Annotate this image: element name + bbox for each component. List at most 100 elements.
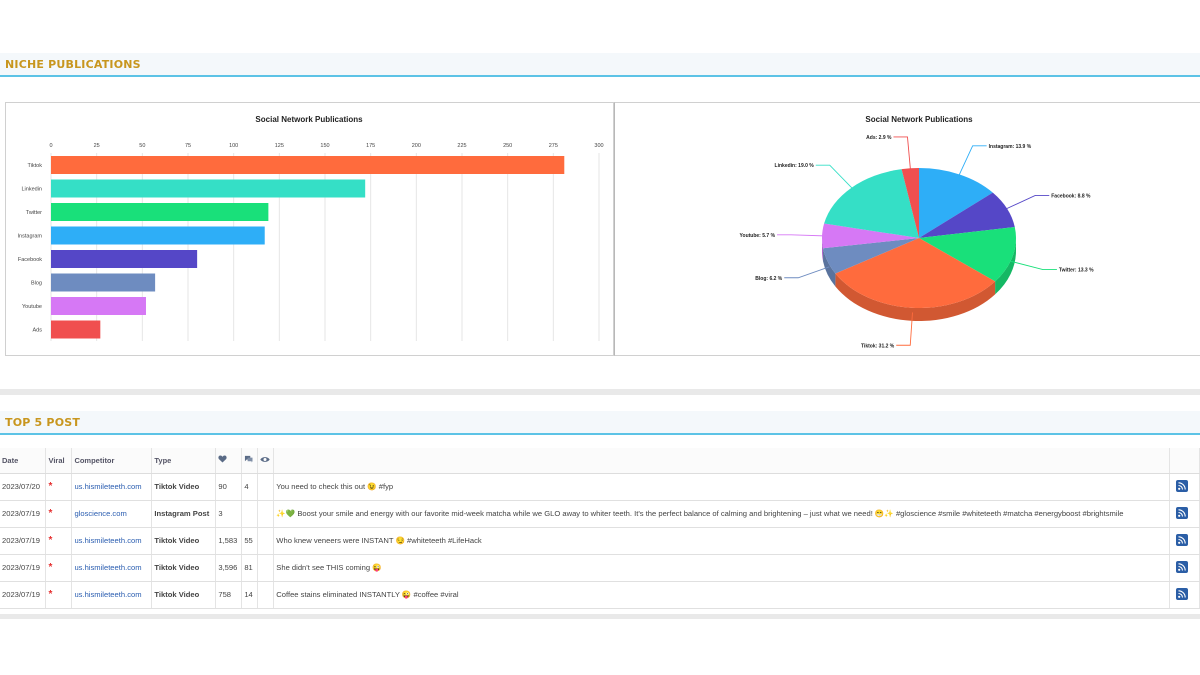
pie-chart: Social Network Publications Instagram: 1…: [740, 115, 1095, 349]
rss-feed-icon[interactable]: [1176, 587, 1189, 600]
col-competitor[interactable]: Competitor: [71, 448, 153, 474]
cell-date-value: 2023/07/19: [2, 563, 41, 572]
pie-label-blog: Blog: 6.2 %: [755, 276, 783, 282]
cell-action: [1169, 581, 1200, 609]
col-type[interactable]: Type: [151, 448, 217, 474]
table-row[interactable]: 2023/07/19 * us.hismileteeth.com Tiktok Vid…: [0, 527, 1200, 555]
cell-comments-value: 14: [244, 590, 253, 599]
cell-action: [1169, 473, 1200, 501]
cell-likes-value: 1,583: [218, 536, 238, 545]
pie-leader-line: [784, 266, 830, 279]
cell-action: [1169, 500, 1200, 528]
section-title-niche: NICHE PUBLICATIONS: [5, 58, 141, 71]
bar-linkedin[interactable]: [51, 179, 366, 198]
cell-comments-value: 4: [244, 482, 249, 491]
pie-slice-instagram[interactable]: [919, 168, 993, 238]
category-label: Ads: [33, 328, 43, 334]
cell-views: [257, 581, 275, 609]
pie-slice-youtube[interactable]: [822, 223, 919, 249]
bar-tiktok[interactable]: [51, 156, 565, 174]
cell-post-text: She didn't see THIS coming 😜: [273, 554, 1171, 582]
bar-blog[interactable]: [51, 273, 156, 292]
cell-likes: 90: [215, 473, 243, 501]
col-likes[interactable]: [215, 448, 243, 474]
pie-leader-line: [896, 312, 913, 346]
bar-chart: Social Network Publications 0 25 50 75 100 12…: [18, 115, 604, 341]
bar-youtube[interactable]: [51, 297, 146, 315]
cell-competitor[interactable]: us.hismileteeth.com: [71, 527, 153, 555]
x-tick-label: 125: [275, 143, 284, 149]
col-comments[interactable]: [241, 448, 259, 474]
section-title-top-posts: TOP 5 POST: [5, 416, 81, 429]
category-label: Linkedin: [22, 187, 43, 193]
x-tick-label: 100: [229, 143, 238, 149]
bar-twitter[interactable]: [51, 203, 269, 221]
cell-action: [1169, 527, 1200, 555]
x-tick-label: 175: [366, 143, 375, 149]
cell-comments: 4: [241, 473, 259, 501]
pie-side-blog: [823, 248, 836, 287]
cell-comments-value: 81: [244, 563, 253, 572]
rss-feed-icon[interactable]: [1176, 533, 1189, 546]
bar-instagram[interactable]: [51, 226, 265, 245]
x-tick-label: 150: [320, 143, 329, 149]
cell-competitor[interactable]: us.hismileteeth.com: [71, 554, 153, 582]
cell-competitor-value: us.hismileteeth.com: [74, 482, 142, 491]
cell-viral-value: *: [48, 481, 53, 492]
table-row[interactable]: 2023/07/19 * us.hismileteeth.com Tiktok Vid…: [0, 554, 1200, 582]
category-label: Facebook: [18, 257, 42, 263]
pie-label-ads: Ads: 2.9 %: [866, 135, 892, 141]
table-row[interactable]: 2023/07/19 * gloscience.com Instagram Post 3…: [0, 500, 1200, 528]
cell-type-value: Tiktok Video: [154, 536, 200, 545]
cell-type-value: Tiktok Video: [154, 590, 200, 599]
col-viral[interactable]: Viral: [45, 448, 73, 474]
cell-date-value: 2023/07/19: [2, 536, 41, 545]
cell-competitor[interactable]: gloscience.com: [71, 500, 153, 528]
pie-slice-linkedin[interactable]: [824, 169, 919, 238]
cell-likes-value: 758: [218, 590, 232, 599]
cell-date: 2023/07/19: [0, 554, 47, 582]
rss-feed-icon[interactable]: [1176, 560, 1189, 573]
cell-viral: *: [45, 554, 73, 582]
cell-competitor-value: us.hismileteeth.com: [74, 590, 142, 599]
bar-facebook[interactable]: [51, 250, 198, 268]
cell-date-value: 2023/07/19: [2, 509, 41, 518]
cell-date: 2023/07/19: [0, 581, 47, 609]
cell-date-value: 2023/07/20: [2, 482, 41, 491]
x-tick-label: 250: [503, 143, 512, 149]
cell-views: [257, 473, 275, 501]
pie-slice-twitter[interactable]: [919, 226, 1016, 282]
cell-type-value: Tiktok Video: [154, 482, 200, 491]
pie-label-linkedin: Linkedin: 19.0 %: [775, 163, 815, 169]
col-text: [273, 448, 1171, 474]
cell-date-value: 2023/07/19: [2, 590, 41, 599]
category-label: Blog: [31, 281, 42, 287]
col-date[interactable]: Date: [0, 448, 47, 474]
table-row[interactable]: 2023/07/20 * us.hismileteeth.com Tiktok Vid…: [0, 473, 1200, 501]
cell-type: Instagram Post: [151, 500, 217, 528]
rss-feed-icon[interactable]: [1176, 506, 1189, 519]
pie-slice-blog[interactable]: [823, 238, 919, 274]
pie-label-instagram: Instagram: 13.9 %: [989, 144, 1032, 150]
pie-slice-facebook[interactable]: [919, 192, 1015, 238]
cell-competitor-value: us.hismileteeth.com: [74, 536, 142, 545]
category-label: Twitter: [26, 210, 42, 216]
table-header-row: Date Viral Competitor Type: [0, 448, 1200, 474]
cell-likes: 758: [215, 581, 243, 609]
cell-post-text: You need to check this out 😉 #fyp: [273, 473, 1171, 501]
pie-slice-tiktok[interactable]: [835, 238, 996, 308]
cell-competitor[interactable]: us.hismileteeth.com: [71, 473, 153, 501]
pie-label-facebook: Facebook: 8.8 %: [1051, 193, 1091, 199]
col-views[interactable]: [257, 448, 275, 474]
cell-date: 2023/07/20: [0, 473, 47, 501]
col-action: [1169, 448, 1200, 474]
pie-side-tiktok: [835, 273, 996, 321]
bar-ads[interactable]: [51, 320, 101, 339]
category-label: Tiktok: [28, 163, 43, 169]
pie-leader-line: [893, 136, 911, 170]
pie-slice-ads[interactable]: [901, 168, 919, 238]
cell-competitor[interactable]: us.hismileteeth.com: [71, 581, 153, 609]
rss-feed-icon[interactable]: [1176, 479, 1189, 492]
table-row[interactable]: 2023/07/19 * us.hismileteeth.com Tiktok Vid…: [0, 581, 1200, 609]
cell-post-text-value: ✨💚 Boost your smile and energy with our …: [276, 509, 1124, 518]
